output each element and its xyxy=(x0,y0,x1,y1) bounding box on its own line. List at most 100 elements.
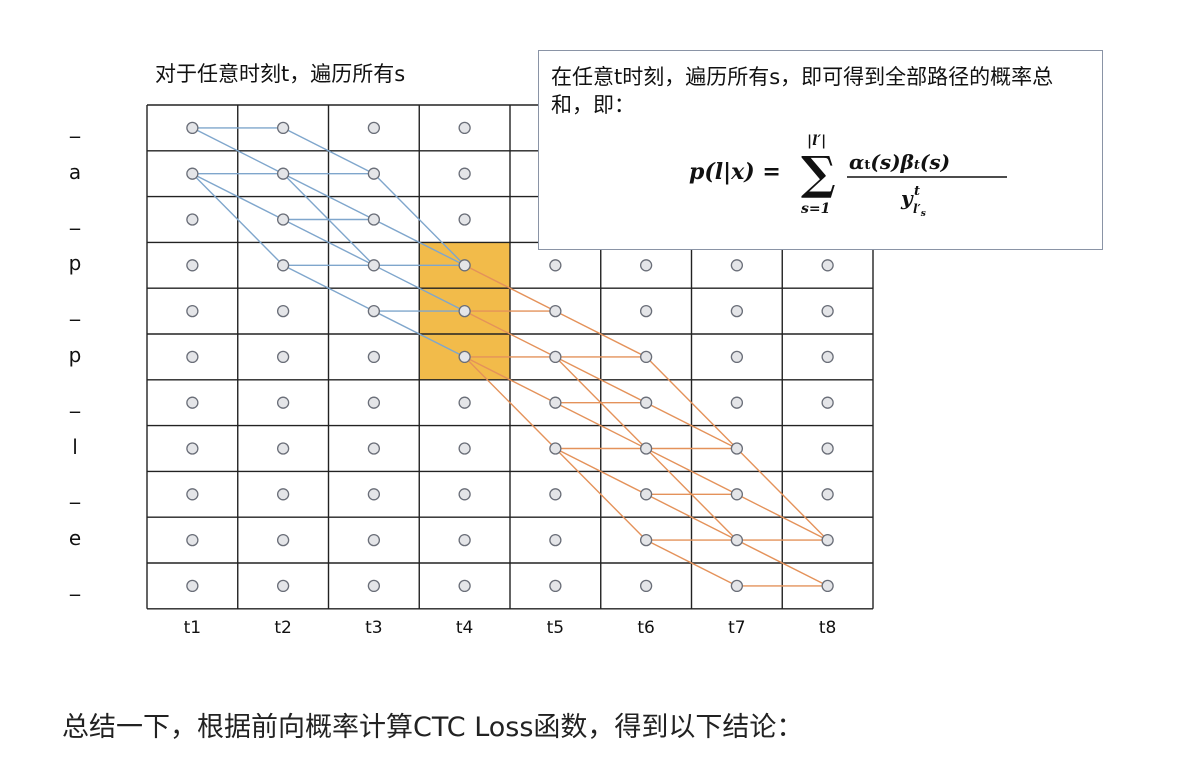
lattice-node xyxy=(458,442,471,455)
lattice-node xyxy=(276,304,290,318)
col-label: t5 xyxy=(546,618,565,638)
backward-edge xyxy=(554,448,647,541)
lattice-node xyxy=(186,121,199,135)
lattice-node xyxy=(186,533,199,547)
lattice-node xyxy=(367,396,381,409)
svg-text:|l′|: |l′| xyxy=(807,133,826,149)
row-label: p xyxy=(68,342,82,367)
lattice-node xyxy=(367,167,381,180)
lattice-node xyxy=(186,396,199,409)
svg-text:l′s: l′s xyxy=(913,202,926,219)
lattice-node xyxy=(276,442,290,455)
backward-edge xyxy=(645,402,738,450)
probability-formula: p(l|x) = ∑ |l′| s=1 αt(s)βt(s) y t l′s xyxy=(689,131,1009,247)
lattice-node xyxy=(639,304,653,318)
forward-edge xyxy=(282,264,375,312)
lattice-node xyxy=(458,213,471,226)
lattice-node xyxy=(458,304,471,318)
forward-edge xyxy=(373,310,465,358)
forward-edge xyxy=(373,173,466,266)
lattice-node xyxy=(276,213,290,226)
col-label: t8 xyxy=(818,618,837,638)
lattice-node xyxy=(549,350,562,364)
lattice-node xyxy=(730,442,744,455)
row-label: _ xyxy=(70,480,80,505)
lattice-node xyxy=(367,213,381,226)
lattice-node xyxy=(639,350,653,364)
svg-text:p(l|x) =: p(l|x) = xyxy=(689,159,781,185)
row-label: p xyxy=(68,251,82,276)
lattice-node xyxy=(458,350,471,364)
backward-edge xyxy=(555,447,647,495)
lattice-node xyxy=(821,350,834,364)
col-label: t1 xyxy=(183,618,202,638)
lattice-node xyxy=(549,396,562,409)
formula-render: p(l|x) = ∑ |l′| s=1 αt(s)βt(s) y t l′s xyxy=(689,133,1007,219)
diagram-title: 对于任意时刻t，遍历所有s xyxy=(155,62,406,86)
backward-edge xyxy=(464,264,556,312)
lattice-node xyxy=(639,259,653,272)
backward-edge xyxy=(645,447,738,495)
backward-edge xyxy=(464,356,556,449)
lattice-node xyxy=(186,167,199,180)
lattice-node xyxy=(276,533,290,547)
lattice-node xyxy=(821,442,834,455)
col-label: t2 xyxy=(274,618,292,638)
lattice-node xyxy=(821,259,834,272)
svg-text:αt(s)βt(s): αt(s)βt(s) xyxy=(849,150,950,174)
lattice-node xyxy=(458,488,471,501)
row-label: _ xyxy=(70,205,80,230)
backward-edge xyxy=(645,356,738,449)
lattice-node xyxy=(186,259,199,272)
svg-text:y: y xyxy=(900,186,914,210)
lattice-node xyxy=(458,259,471,272)
lattice-node xyxy=(458,396,471,409)
lattice-node xyxy=(458,121,471,135)
col-label: t3 xyxy=(365,618,383,638)
col-label: t4 xyxy=(455,618,474,638)
lattice-node xyxy=(639,579,653,593)
formula-callout: 在任意t时刻，遍历所有s，即可得到全部路径的概率总和，即： p(l|x) = ∑… xyxy=(538,50,1103,250)
forward-edge xyxy=(191,173,284,266)
lattice-node xyxy=(549,488,562,501)
lattice-node xyxy=(276,396,290,409)
lattice-node xyxy=(730,396,744,409)
forward-edge xyxy=(373,218,465,266)
summary-text: 总结一下，根据前向概率计算CTC Loss函数，得到以下结论： xyxy=(62,712,804,743)
lattice-node xyxy=(458,167,471,180)
lattice-node xyxy=(458,579,471,593)
backward-edge xyxy=(464,310,556,358)
lattice-node xyxy=(639,533,653,547)
svg-text:s=1: s=1 xyxy=(801,201,830,217)
row-label: _ xyxy=(70,388,80,413)
lattice-node xyxy=(367,304,381,318)
lattice-node xyxy=(186,442,199,455)
lattice-node xyxy=(367,488,381,501)
forward-edge xyxy=(282,127,375,175)
backward-edge xyxy=(736,539,828,587)
lattice-node xyxy=(186,488,199,501)
lattice-node xyxy=(730,350,744,364)
forward-edge xyxy=(373,264,465,312)
lattice-node xyxy=(821,579,834,593)
backward-edge xyxy=(464,356,556,404)
lattice-node xyxy=(549,533,562,547)
lattice-node xyxy=(730,259,744,272)
lattice-node xyxy=(549,304,562,318)
lattice-node xyxy=(367,442,381,455)
lattice-node xyxy=(186,579,199,593)
lattice-node xyxy=(639,396,653,409)
forward-edge xyxy=(282,173,375,221)
row-label: _ xyxy=(70,571,80,596)
backward-edge xyxy=(555,310,647,358)
lattice-node xyxy=(367,533,381,547)
lattice-node xyxy=(730,304,744,318)
row-label: e xyxy=(68,526,82,551)
lattice-node xyxy=(276,488,290,501)
lattice-node xyxy=(186,213,199,226)
lattice-node xyxy=(639,442,653,455)
lattice-node xyxy=(821,488,834,501)
forward-edge xyxy=(282,218,375,266)
col-label: t7 xyxy=(728,618,746,638)
svg-text:∑: ∑ xyxy=(801,146,836,200)
